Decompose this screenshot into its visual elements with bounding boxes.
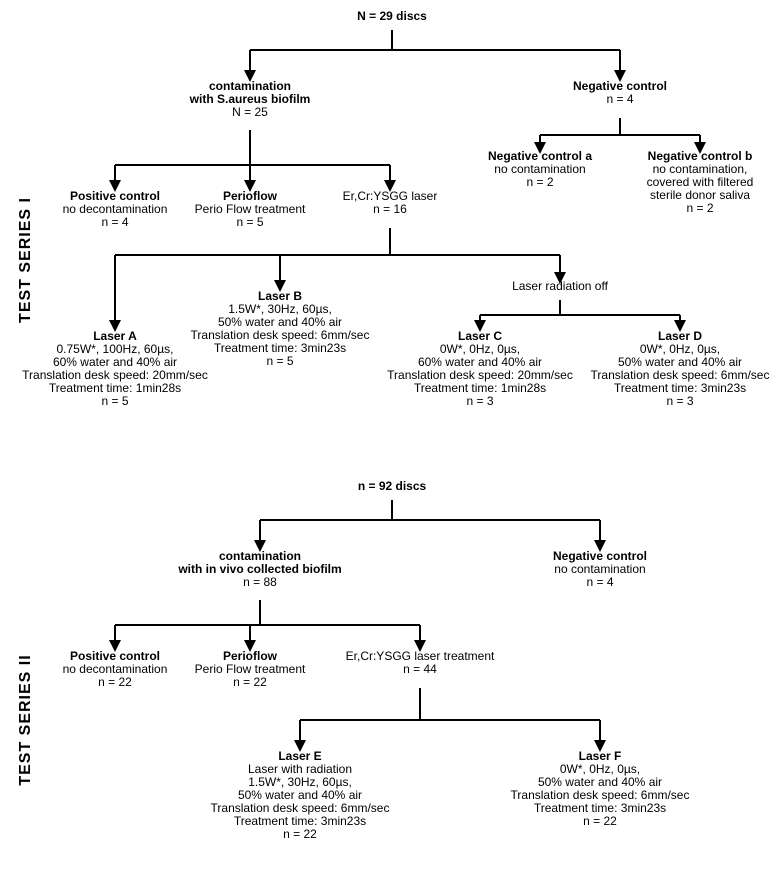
svg-text:50% water and 40% air: 50% water and 40% air	[238, 788, 362, 802]
svg-text:Perioflow: Perioflow	[223, 649, 278, 663]
svg-text:n = 4: n = 4	[586, 575, 613, 589]
svg-text:contamination: contamination	[209, 79, 291, 93]
node-laserC: Laser C0W*, 0Hz, 0µs,60% water and 40% a…	[387, 329, 573, 408]
svg-text:with in vivo collected biofilm: with in vivo collected biofilm	[177, 562, 341, 576]
svg-text:Er,Cr:YSGG laser: Er,Cr:YSGG laser	[343, 189, 438, 203]
svg-text:n = 22: n = 22	[283, 827, 317, 841]
svg-text:Negative control: Negative control	[553, 549, 647, 563]
svg-text:Translation desk speed: 20mm/s: Translation desk speed: 20mm/sec	[22, 368, 208, 382]
svg-text:0W*, 0Hz, 0µs,: 0W*, 0Hz, 0µs,	[560, 762, 640, 776]
svg-text:Laser C: Laser C	[458, 329, 502, 343]
svg-text:Laser with radiation: Laser with radiation	[248, 762, 352, 776]
svg-text:50% water and 40% air: 50% water and 40% air	[538, 775, 662, 789]
node-laserE: Laser ELaser with radiation1.5W*, 30Hz, …	[211, 749, 390, 841]
svg-text:Negative control: Negative control	[573, 79, 667, 93]
node-contam2: contaminationwith in vivo collected biof…	[177, 549, 341, 589]
svg-text:no contamination,: no contamination,	[653, 162, 748, 176]
svg-text:50% water and 40% air: 50% water and 40% air	[618, 355, 742, 369]
node-neg1a: Negative control ano contaminationn = 2	[488, 149, 592, 189]
node-laser1: Er,Cr:YSGG lasern = 16	[343, 189, 438, 216]
node-laserD: Laser D0W*, 0Hz, 0µs,50% water and 40% a…	[591, 329, 770, 408]
svg-text:Treatment time: 3min23s: Treatment time: 3min23s	[614, 381, 746, 395]
svg-text:Positive control: Positive control	[70, 649, 160, 663]
svg-text:n = 2: n = 2	[686, 201, 713, 215]
svg-text:Perioflow: Perioflow	[223, 189, 278, 203]
svg-text:Laser radiation off: Laser radiation off	[512, 279, 609, 293]
svg-text:n = 16: n = 16	[373, 202, 407, 216]
svg-text:Treatment time: 3min23s: Treatment time: 3min23s	[234, 814, 366, 828]
node-pos1: Positive controlno decontaminationn = 4	[63, 189, 168, 229]
svg-text:Negative control b: Negative control b	[648, 149, 753, 163]
svg-text:Treatment time: 1min28s: Treatment time: 1min28s	[414, 381, 546, 395]
svg-text:Treatment time: 3min23s: Treatment time: 3min23s	[534, 801, 666, 815]
svg-text:Laser E: Laser E	[278, 749, 321, 763]
svg-text:n = 4: n = 4	[101, 215, 128, 229]
svg-text:Treatment time: 1min28s: Treatment time: 1min28s	[49, 381, 181, 395]
node-neg1b: Negative control bno contamination,cover…	[647, 149, 754, 215]
svg-text:Translation desk speed: 20mm/s: Translation desk speed: 20mm/sec	[387, 368, 573, 382]
svg-text:n = 88: n = 88	[243, 575, 277, 589]
node-n92: n = 92 discs	[358, 479, 427, 493]
svg-text:Translation desk speed: 6mm/se: Translation desk speed: 6mm/sec	[211, 801, 390, 815]
node-pos2: Positive controlno decontaminationn = 22	[63, 649, 168, 689]
svg-text:n = 2: n = 2	[526, 175, 553, 189]
svg-text:covered with filtered: covered with filtered	[647, 175, 754, 189]
svg-text:N = 25: N = 25	[232, 105, 268, 119]
svg-text:sterile donor saliva: sterile donor saliva	[650, 188, 750, 202]
svg-text:Laser A: Laser A	[93, 329, 137, 343]
svg-text:Translation desk speed: 6mm/se: Translation desk speed: 6mm/sec	[591, 368, 770, 382]
svg-text:no decontamination: no decontamination	[63, 662, 168, 676]
node-contam1: contaminationwith S.aureus biofilmN = 25	[189, 79, 311, 119]
svg-text:Translation desk speed: 6mm/se: Translation desk speed: 6mm/sec	[191, 328, 370, 342]
svg-text:60% water and 40% air: 60% water and 40% air	[53, 355, 177, 369]
svg-text:Laser F: Laser F	[579, 749, 622, 763]
node-radoff: Laser radiation off	[512, 279, 609, 293]
svg-text:Laser B: Laser B	[258, 289, 302, 303]
svg-text:no decontamination: no decontamination	[63, 202, 168, 216]
node-perio2: PerioflowPerio Flow treatmentn = 22	[195, 649, 306, 689]
side-1: TEST SERIES I	[17, 197, 34, 323]
svg-text:Translation desk speed: 6mm/se: Translation desk speed: 6mm/sec	[511, 788, 690, 802]
svg-text:Er,Cr:YSGG laser treatment: Er,Cr:YSGG laser treatment	[346, 649, 495, 663]
svg-text:n = 22: n = 22	[233, 675, 267, 689]
svg-text:Perio Flow treatment: Perio Flow treatment	[195, 202, 306, 216]
node-perio1: PerioflowPerio Flow treatmentn = 5	[195, 189, 306, 229]
svg-text:n = 22: n = 22	[98, 675, 132, 689]
node-laserA: Laser A0.75W*, 100Hz, 60µs,60% water and…	[22, 329, 208, 408]
svg-text:0W*, 0Hz, 0µs,: 0W*, 0Hz, 0µs,	[640, 342, 720, 356]
svg-text:contamination: contamination	[219, 549, 301, 563]
svg-text:n = 4: n = 4	[606, 92, 633, 106]
flowchart: N = 29 discscontaminationwith S.aureus b…	[0, 0, 784, 884]
svg-text:n = 5: n = 5	[236, 215, 263, 229]
svg-text:n = 22: n = 22	[583, 814, 617, 828]
node-laserF: Laser F0W*, 0Hz, 0µs,50% water and 40% a…	[511, 749, 690, 828]
svg-text:Negative control a: Negative control a	[488, 149, 592, 163]
node-laser2: Er,Cr:YSGG laser treatmentn = 44	[346, 649, 495, 676]
svg-text:N = 29 discs: N = 29 discs	[357, 9, 427, 23]
svg-text:Treatment time: 3min23s: Treatment time: 3min23s	[214, 341, 346, 355]
svg-text:no contamination: no contamination	[554, 562, 645, 576]
svg-text:1.5W*, 30Hz, 60µs,: 1.5W*, 30Hz, 60µs,	[228, 302, 332, 316]
svg-text:60% water and 40% air: 60% water and 40% air	[418, 355, 542, 369]
svg-text:n = 5: n = 5	[266, 354, 293, 368]
svg-text:n = 44: n = 44	[403, 662, 437, 676]
svg-text:Perio Flow treatment: Perio Flow treatment	[195, 662, 306, 676]
node-neg1: Negative controln = 4	[573, 79, 667, 106]
svg-text:n = 92 discs: n = 92 discs	[358, 479, 427, 493]
svg-text:no contamination: no contamination	[494, 162, 585, 176]
svg-text:n = 5: n = 5	[101, 394, 128, 408]
node-n29: N = 29 discs	[357, 9, 427, 23]
svg-text:1.5W*, 30Hz, 60µs,: 1.5W*, 30Hz, 60µs,	[248, 775, 352, 789]
svg-text:with S.aureus biofilm: with S.aureus biofilm	[189, 92, 311, 106]
svg-text:n = 3: n = 3	[666, 394, 693, 408]
node-laserB: Laser B1.5W*, 30Hz, 60µs,50% water and 4…	[191, 289, 370, 368]
svg-text:50% water and 40% air: 50% water and 40% air	[218, 315, 342, 329]
side-2: TEST SERIES II	[17, 654, 34, 785]
svg-text:0W*, 0Hz, 0µs,: 0W*, 0Hz, 0µs,	[440, 342, 520, 356]
svg-text:Positive control: Positive control	[70, 189, 160, 203]
svg-text:n = 3: n = 3	[466, 394, 493, 408]
node-neg2: Negative controlno contaminationn = 4	[553, 549, 647, 589]
svg-text:Laser D: Laser D	[658, 329, 702, 343]
svg-text:0.75W*, 100Hz, 60µs,: 0.75W*, 100Hz, 60µs,	[57, 342, 174, 356]
